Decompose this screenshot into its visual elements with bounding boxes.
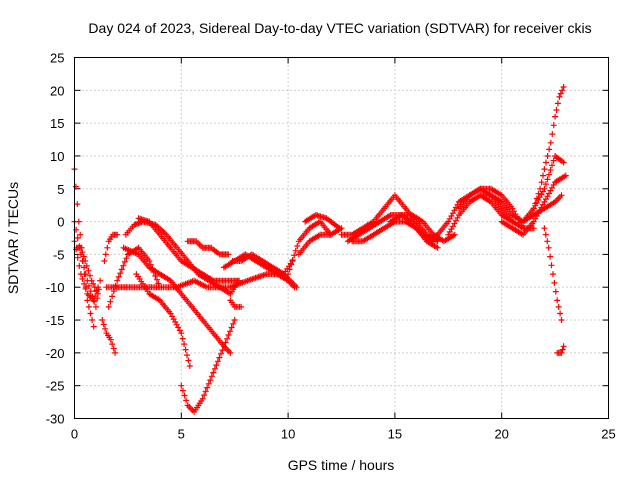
plus-markers xyxy=(295,225,345,258)
y-tick-label: -30 xyxy=(46,412,65,427)
series-arc-20 xyxy=(302,212,343,232)
plus-markers xyxy=(520,153,567,225)
y-axis-label: SDTVAR / TECUs xyxy=(5,182,21,294)
series-arc-16 xyxy=(227,297,245,310)
x-tick-label: 25 xyxy=(601,427,615,442)
x-axis-label: GPS time / hours xyxy=(288,457,395,473)
y-tick-label: -25 xyxy=(46,379,65,394)
y-tick-label: 5 xyxy=(57,182,64,197)
chart-title: Day 024 of 2023, Sidereal Day-to-day VTE… xyxy=(88,20,591,36)
x-tick-label: 10 xyxy=(281,427,295,442)
plus-markers xyxy=(227,297,245,310)
x-tick-labels: 0 5 10 15 20 25 xyxy=(71,427,616,442)
series-arc-33 xyxy=(554,343,567,356)
plus-markers xyxy=(541,225,565,323)
series-arc-31 xyxy=(530,84,567,212)
grid xyxy=(74,57,609,419)
series-arc-29 xyxy=(498,172,569,238)
y-tick-label: -10 xyxy=(46,280,65,295)
y-tick-label: -20 xyxy=(46,346,65,361)
series-arc-14 xyxy=(184,238,232,258)
plus-markers xyxy=(184,238,232,258)
series-arc-13 xyxy=(178,317,238,415)
x-tick-label: 20 xyxy=(494,427,508,442)
series-arc-10 xyxy=(120,244,234,356)
series-arc-07 xyxy=(101,231,121,264)
y-tick-label: 15 xyxy=(50,116,64,131)
plus-markers xyxy=(285,218,334,278)
series-arc-08 xyxy=(105,244,163,310)
y-tick-label: 10 xyxy=(50,149,64,164)
series-arc-04 xyxy=(73,244,101,297)
series-arc-17 xyxy=(229,251,300,291)
series-arc-06 xyxy=(99,317,119,356)
series-arc-27 xyxy=(456,185,537,232)
series-arc-11 xyxy=(135,215,242,284)
y-tick-label: 20 xyxy=(50,83,64,98)
series-arc-12 xyxy=(133,271,193,369)
y-tick-labels: -30 -25 -20 -15 -10 -5 0 5 10 15 20 25 xyxy=(46,51,65,427)
data-series xyxy=(71,84,569,415)
x-tick-label: 15 xyxy=(388,427,402,442)
y-tick-label: 0 xyxy=(57,215,64,230)
tick-marks xyxy=(74,57,609,419)
plus-markers xyxy=(105,244,163,310)
y-tick-label: -15 xyxy=(46,313,65,328)
plus-markers xyxy=(101,231,121,264)
plus-markers xyxy=(456,185,537,232)
series-arc-32 xyxy=(541,225,565,323)
x-tick-label: 0 xyxy=(71,427,78,442)
y-tick-label: -5 xyxy=(53,247,65,262)
series-arc-18 xyxy=(285,218,334,278)
plus-markers xyxy=(120,244,234,356)
plus-markers xyxy=(530,84,567,212)
y-tick-label: 25 xyxy=(50,51,64,66)
plus-markers xyxy=(554,343,567,356)
plus-markers xyxy=(133,271,193,369)
series-arc-30 xyxy=(520,153,567,225)
plus-markers xyxy=(498,172,569,238)
plus-markers xyxy=(178,317,238,415)
plus-markers xyxy=(73,244,101,297)
plus-markers xyxy=(229,251,300,291)
plus-markers xyxy=(135,215,242,284)
plus-markers xyxy=(302,212,343,232)
x-tick-label: 5 xyxy=(178,427,185,442)
plus-markers xyxy=(99,317,119,356)
plot-frame xyxy=(74,57,609,419)
series-arc-19 xyxy=(295,225,345,258)
